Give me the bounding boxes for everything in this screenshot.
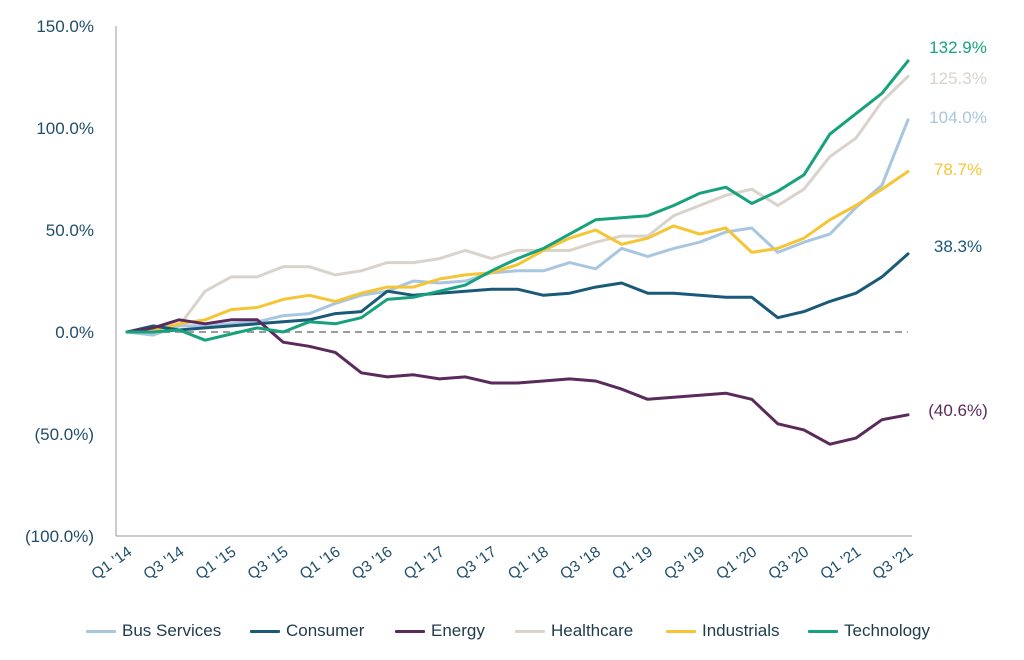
x-tick-label: Q3 '14 [141, 543, 188, 583]
end-labels: 104.0% 38.3% (40.6%) 125.3% 78.7% 132.9% [928, 38, 988, 420]
legend-swatch [86, 629, 116, 633]
x-tick-label: Q3 '21 [870, 543, 917, 583]
x-tick-label: Q3 '20 [765, 543, 812, 583]
legend-swatch [395, 629, 425, 633]
legend-label: Energy [431, 621, 485, 640]
axes-layer: (100.0%) (50.0%) 0.0% 50.0% 100.0% 150.0% Q1 '… [25, 17, 916, 583]
x-tick-label: Q3 '17 [453, 543, 500, 583]
legend: Bus Services Consumer Energy Healthcare Indu… [0, 616, 1024, 646]
series-line-bus-services [125, 118, 910, 337]
legend-item-industrials: Industrials [666, 616, 779, 646]
end-label-healthcare: 125.3% [929, 69, 987, 88]
end-label-consumer: 38.3% [934, 237, 982, 256]
y-tick-label: (50.0%) [34, 425, 94, 444]
legend-label: Healthcare [551, 621, 634, 640]
series-line-healthcare [125, 74, 910, 334]
x-tick-label: Q1 '18 [505, 543, 552, 583]
y-tick-label: 50.0% [46, 221, 94, 240]
end-label-bus-services: 104.0% [929, 108, 987, 127]
legend-item-technology: Technology [808, 616, 930, 646]
end-label-technology: 132.9% [929, 38, 987, 57]
x-tick-label: Q1 '16 [297, 543, 344, 583]
legend-swatch [515, 629, 545, 633]
y-tick-label: (100.0%) [25, 527, 94, 546]
legend-label: Industrials [702, 621, 780, 640]
legend-swatch [666, 629, 696, 633]
line-chart: (100.0%) (50.0%) 0.0% 50.0% 100.0% 150.0% Q1 '… [25, 17, 988, 583]
x-tick-label: Q1 '17 [401, 543, 448, 583]
series-line-consumer [125, 252, 910, 334]
series-line-industrials [125, 170, 910, 334]
series-lines [125, 59, 910, 446]
series-line-technology [125, 59, 910, 342]
end-label-energy: (40.6%) [928, 401, 988, 420]
end-label-industrials: 78.7% [934, 160, 982, 179]
y-tick-label: 150.0% [36, 17, 94, 36]
legend-swatch [808, 629, 838, 633]
x-tick-label: Q1 '14 [89, 543, 136, 583]
legend-label: Consumer [286, 621, 365, 640]
x-tick-label: Q1 '20 [713, 543, 760, 583]
legend-item-consumer: Consumer [250, 616, 364, 646]
legend-label: Technology [844, 621, 931, 640]
legend-item-energy: Energy [395, 616, 485, 646]
legend-label: Bus Services [122, 621, 222, 640]
x-tick-label: Q3 '15 [245, 543, 292, 583]
series-line-energy [125, 318, 910, 446]
y-tick-label: 0.0% [55, 323, 94, 342]
x-tick-label: Q1 '19 [609, 543, 656, 583]
legend-item-bus-services: Bus Services [86, 616, 221, 646]
legend-item-healthcare: Healthcare [515, 616, 633, 646]
x-tick-label: Q3 '19 [661, 543, 708, 583]
x-tick-label: Q1 '15 [193, 543, 240, 583]
x-tick-label: Q1 '21 [817, 543, 864, 583]
x-tick-label: Q3 '16 [349, 543, 396, 583]
y-tick-label: 100.0% [36, 119, 94, 138]
legend-swatch [250, 629, 280, 633]
x-tick-label: Q3 '18 [557, 543, 604, 583]
